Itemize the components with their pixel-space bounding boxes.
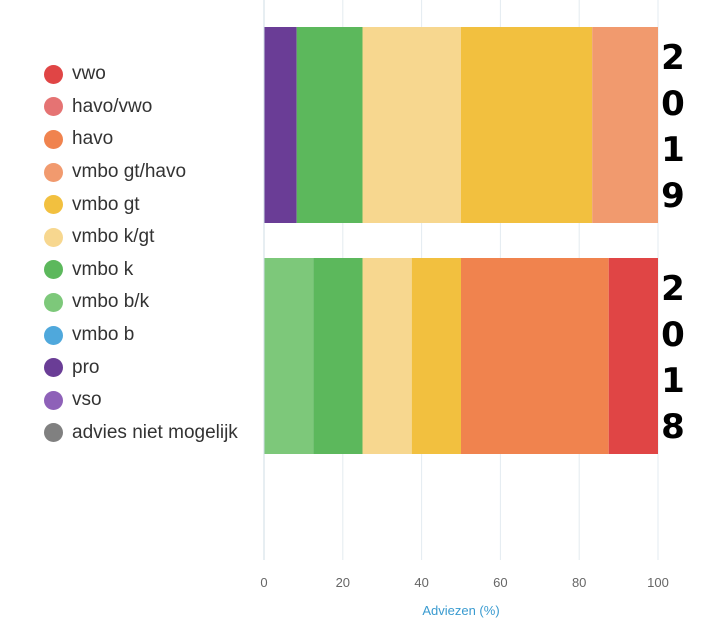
x-tick-label: 100 <box>647 575 669 590</box>
year-label-digit: 0 <box>661 84 685 124</box>
legend-label: vwo <box>72 63 106 85</box>
legend-item-advies-niet-mogelijk: advies niet mogelijk <box>44 417 238 450</box>
legend-item-vmbo-gt-havo: vmbo gt/havo <box>44 156 238 189</box>
year-label-digit: 1 <box>661 361 685 401</box>
legend-label: vmbo gt/havo <box>72 161 187 183</box>
legend-swatch-vmbo-b-k <box>44 292 63 312</box>
legend-item-havo: havo <box>44 123 238 156</box>
legend-item-vmbo-b: vmbo b <box>44 319 238 352</box>
legend-item-vmbo-b-k: vmbo b/k <box>44 286 238 319</box>
legend-label: vmbo b <box>72 324 135 346</box>
x-tick-label: 80 <box>572 575 586 590</box>
year-label-digit: 8 <box>661 407 685 447</box>
bar-segment-2018-vmbo-k <box>313 258 363 454</box>
legend-swatch-vmbo-b <box>44 325 63 345</box>
legend-item-vso: vso <box>44 384 238 417</box>
bar-series <box>264 27 658 454</box>
x-tick-label: 40 <box>414 575 428 590</box>
bar-segment-2019-pro <box>264 27 297 223</box>
x-tick-label: 0 <box>260 575 267 590</box>
year-label-digit: 1 <box>661 130 685 170</box>
legend-label: pro <box>72 356 100 378</box>
bar-segment-2019-vmbo-gt-havo <box>592 27 658 223</box>
legend-swatch-vwo <box>44 64 63 84</box>
x-axis: 0 20 40 60 80 100 <box>260 0 669 590</box>
bar-segment-2019-vmbo-gt <box>461 27 593 223</box>
legend-swatch-advies-niet-mogelijk <box>44 423 63 443</box>
legend-swatch-havo-vwo <box>44 97 63 117</box>
legend-label: havo <box>72 128 114 150</box>
legend-item-vmbo-k-gt: vmbo k/gt <box>44 221 238 254</box>
x-tick-label: 20 <box>336 575 350 590</box>
bar-segment-2018-vmbo-k-gt <box>362 258 412 454</box>
year-label-digit: 2 <box>661 269 685 309</box>
legend-swatch-vmbo-gt-havo <box>44 162 63 182</box>
year-label-digit: 9 <box>661 176 685 216</box>
legend-swatch-havo <box>44 129 63 149</box>
bar-segment-2018-vmbo-b-k <box>264 258 314 454</box>
x-tick-label: 60 <box>493 575 507 590</box>
legend-swatch-vso <box>44 390 63 410</box>
legend-swatch-vmbo-k-gt <box>44 227 63 247</box>
legend-label: advies niet mogelijk <box>72 421 238 443</box>
legend-item-havo-vwo: havo/vwo <box>44 91 238 124</box>
legend-item-vmbo-k: vmbo k <box>44 254 238 287</box>
legend-label: vso <box>72 389 102 411</box>
chart-legend: vwo havo/vwo havo vmbo gt/havo vmbo gt vmbo k… <box>44 58 238 449</box>
legend-label: vmbo gt <box>72 193 140 215</box>
year-labels: 2 0 1 9 2 0 1 8 <box>661 38 685 447</box>
legend-swatch-pro <box>44 358 63 378</box>
legend-label: vmbo b/k <box>72 291 150 313</box>
legend-swatch-vmbo-k <box>44 260 63 280</box>
legend-item-vwo: vwo <box>44 58 238 91</box>
legend-label: vmbo k/gt <box>72 226 155 248</box>
legend-item-vmbo-gt: vmbo gt <box>44 188 238 221</box>
legend-label: havo/vwo <box>72 95 153 117</box>
legend-swatch-vmbo-gt <box>44 195 63 215</box>
legend-label: vmbo k <box>72 258 134 280</box>
year-label-digit: 2 <box>661 38 685 78</box>
year-label-digit: 0 <box>661 315 685 355</box>
bar-segment-2019-vmbo-k <box>296 27 363 223</box>
bar-segment-2019-vmbo-k-gt <box>362 27 461 223</box>
bar-segment-2018-vmbo-gt <box>411 258 461 454</box>
bar-segment-2018-havo <box>461 258 609 454</box>
x-axis-title: Adviezen (%) <box>422 603 499 618</box>
legend-item-pro: pro <box>44 351 238 384</box>
bar-segment-2018-vwo <box>608 258 658 454</box>
